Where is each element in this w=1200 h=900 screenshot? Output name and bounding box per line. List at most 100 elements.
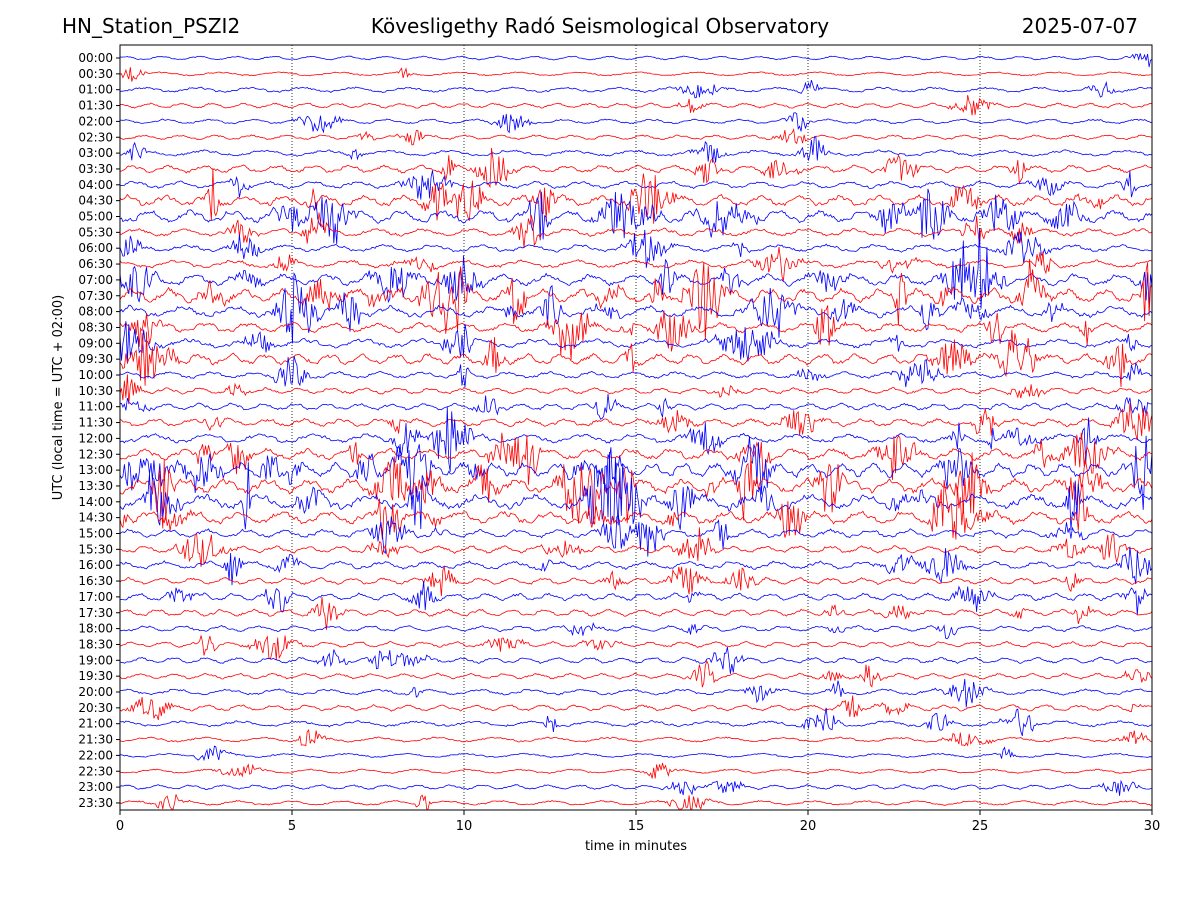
y-tick-label: 22:30 (78, 764, 113, 778)
trace-line (119, 305, 1153, 360)
trace-line (119, 678, 1153, 708)
trace-line (119, 227, 1153, 309)
y-tick-label: 07:00 (78, 273, 113, 287)
y-tick-label: 16:00 (78, 558, 113, 572)
trace-line (119, 127, 1153, 146)
trace-line (119, 479, 1153, 540)
station-label: HN_Station_PSZI2 (62, 14, 241, 38)
trace-line (119, 329, 1153, 388)
trace-line (119, 435, 1153, 510)
trace-line (119, 168, 1153, 224)
trace-line (119, 271, 1153, 344)
trace-line (119, 707, 1153, 737)
trace-line (119, 659, 1153, 688)
trace-line (119, 729, 1153, 747)
trace-line (119, 762, 1152, 779)
y-tick-label: 11:00 (78, 400, 113, 414)
y-tick-label: 20:00 (78, 685, 113, 699)
x-axis-ticks: 0 5 10 15 20 25 30 (116, 810, 1160, 834)
y-tick-label: 07:30 (78, 289, 113, 303)
trace-line (119, 565, 1153, 597)
y-tick-label: 13:30 (78, 479, 113, 493)
y-tick-label: 15:30 (78, 542, 113, 556)
y-tick-label: 08:00 (78, 305, 113, 319)
x-tick-label: 5 (288, 819, 296, 834)
trace-line (119, 136, 1152, 163)
trace-line (119, 258, 1153, 340)
y-tick-label: 19:00 (78, 653, 113, 667)
trace-line (119, 452, 1153, 529)
trace-line (119, 406, 1153, 472)
y-tick-label: 17:30 (78, 606, 113, 620)
trace-line (119, 580, 1153, 616)
y-tick-label: 09:00 (78, 336, 113, 350)
trace-line (119, 695, 1153, 721)
y-tick-label: 02:00 (78, 114, 113, 128)
trace-line (119, 514, 1153, 557)
trace-line (119, 170, 1153, 200)
trace-line (119, 621, 1153, 640)
trace-line (119, 79, 1153, 99)
y-tick-label: 23:00 (78, 780, 113, 794)
y-tick-label: 00:30 (78, 67, 113, 81)
y-tick-label: 05:00 (78, 210, 113, 224)
y-tick-label: 18:30 (78, 637, 113, 651)
y-tick-label: 16:30 (78, 574, 113, 588)
y-tick-label: 02:30 (78, 130, 113, 144)
trace-line (119, 794, 1153, 810)
y-tick-label: 04:00 (78, 178, 113, 192)
trace-line (119, 635, 1153, 660)
y-tick-label: 09:30 (78, 352, 113, 366)
trace-line (119, 147, 1153, 189)
trace-line (119, 451, 1153, 531)
y-tick-label: 03:00 (78, 146, 113, 160)
y-tick-label: 04:30 (78, 194, 113, 208)
trace-line (119, 546, 1153, 586)
y-tick-label: 03:30 (78, 162, 113, 176)
chart-title: Kövesligethy Radó Seismological Observat… (370, 14, 830, 38)
y-tick-label: 13:00 (78, 463, 113, 477)
trace-line (119, 321, 1153, 364)
y-tick-label: 01:00 (78, 83, 113, 97)
y-tick-label: 06:30 (78, 257, 113, 271)
trace-line (119, 188, 1153, 245)
y-tick-label: 14:00 (78, 495, 113, 509)
y-tick-label: 21:30 (78, 733, 113, 747)
trace-line (119, 212, 1153, 248)
y-tick-label: 21:00 (78, 717, 113, 731)
trace-line (119, 596, 1153, 630)
trace-line (119, 403, 1153, 441)
y-tick-label: 15:00 (78, 527, 113, 541)
y-tick-label: 22:00 (78, 748, 113, 762)
seismic-traces (119, 53, 1153, 810)
trace-line (119, 53, 1153, 68)
x-tick-label: 0 (116, 819, 124, 834)
x-tick-label: 30 (1144, 819, 1161, 834)
vertical-gridlines (291, 45, 981, 810)
y-tick-label: 01:30 (78, 99, 113, 113)
date-label: 2025-07-07 (1021, 14, 1138, 38)
y-tick-label: 17:00 (78, 590, 113, 604)
trace-line (119, 647, 1152, 674)
trace-line (119, 95, 1153, 116)
y-tick-label: 23:30 (78, 796, 113, 810)
y-tick-label: 18:00 (78, 622, 113, 636)
y-axis-label: UTC (local time = UTC + 02:00) (51, 295, 66, 500)
trace-line (119, 67, 1152, 82)
x-tick-label: 15 (628, 819, 645, 834)
y-tick-label: 08:30 (78, 320, 113, 334)
y-tick-label: 14:30 (78, 511, 113, 525)
y-tick-label: 19:30 (78, 669, 113, 683)
y-tick-label: 10:00 (78, 368, 113, 382)
y-tick-label: 05:30 (78, 225, 113, 239)
trace-line (119, 112, 1153, 134)
x-tick-label: 25 (972, 819, 989, 834)
y-tick-label: 10:30 (78, 384, 113, 398)
trace-line (119, 393, 1152, 420)
y-tick-label: 11:30 (78, 416, 113, 430)
x-tick-label: 20 (800, 819, 817, 834)
trace-line (119, 527, 1153, 567)
